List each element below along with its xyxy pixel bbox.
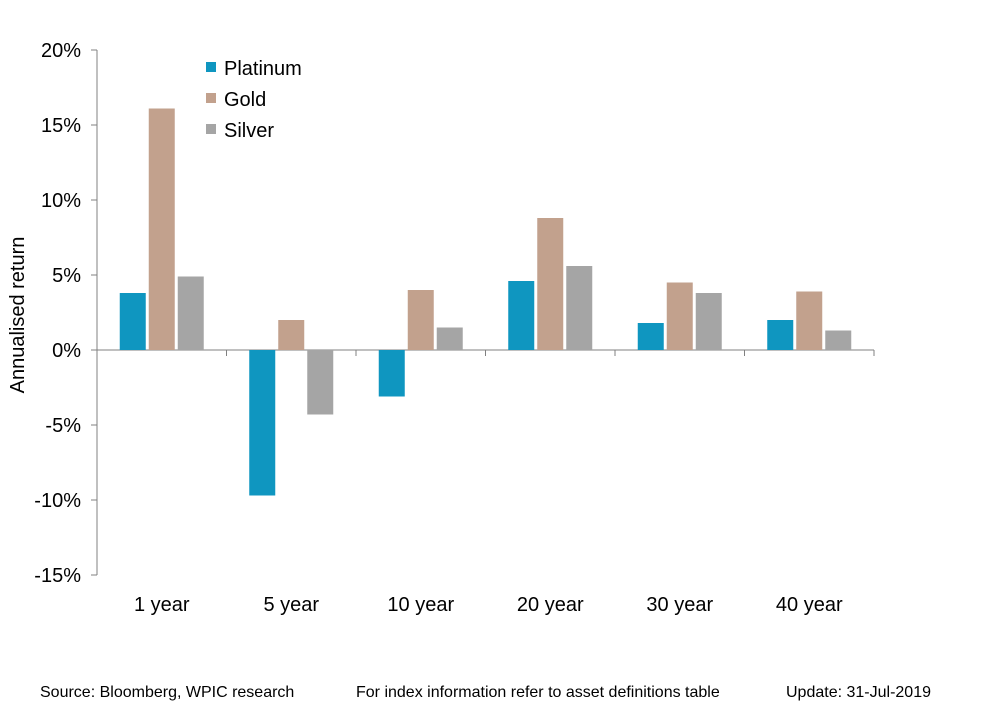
- bar-silver-30-year: [695, 293, 722, 350]
- bar-gold-40-year: [796, 291, 823, 350]
- y-tick-label: 15%: [41, 115, 81, 137]
- source-note: Source: Bloomberg, WPIC research: [40, 684, 295, 701]
- y-axis: 20% 15% 10% 5% 0% -5% -10% -15%: [34, 40, 98, 587]
- bar-gold-20-year: [537, 218, 564, 350]
- bar-gold-1-year: [148, 108, 175, 350]
- y-tick-label: 20%: [41, 40, 81, 62]
- bar-platinum-20-year: [508, 281, 535, 350]
- legend-swatch-silver: [206, 124, 216, 134]
- y-axis-title: Annualised return: [7, 237, 29, 394]
- x-tick-label: 10 year: [387, 594, 454, 616]
- legend-label-gold: Gold: [224, 89, 266, 111]
- legend-label-platinum: Platinum: [224, 58, 302, 80]
- y-tick-label: -15%: [34, 565, 81, 587]
- x-tick-label: 1 year: [134, 594, 190, 616]
- y-tick-label: -5%: [45, 415, 81, 437]
- bar-platinum-40-year: [767, 320, 794, 350]
- bar-silver-1-year: [177, 276, 204, 350]
- index-note: For index information refer to asset def…: [356, 684, 720, 701]
- y-tick-label: 10%: [41, 190, 81, 212]
- bar-silver-5-year: [307, 350, 334, 415]
- legend: Platinum Gold Silver: [206, 58, 302, 142]
- bar-silver-10-year: [436, 327, 463, 350]
- x-tick-label: 20 year: [517, 594, 584, 616]
- legend-swatch-platinum: [206, 62, 216, 72]
- legend-swatch-gold: [206, 93, 216, 103]
- bar-chart: Annualised return 20% 15% 10% 5% 0% -5% -10% -1…: [7, 40, 875, 616]
- bar-gold-30-year: [666, 282, 693, 350]
- x-tick-label: 40 year: [776, 594, 843, 616]
- y-tick-label: 5%: [52, 265, 81, 287]
- bar-platinum-10-year: [378, 350, 405, 397]
- y-tick-label: -10%: [34, 490, 81, 512]
- y-tick-label: 0%: [52, 340, 81, 362]
- x-tick-label: 30 year: [646, 594, 713, 616]
- bar-platinum-30-year: [637, 323, 664, 350]
- bars: [119, 108, 852, 496]
- bar-gold-5-year: [278, 320, 305, 350]
- x-tick-label: 5 year: [263, 594, 319, 616]
- bar-platinum-5-year: [249, 350, 276, 496]
- legend-label-silver: Silver: [224, 120, 274, 142]
- bar-gold-10-year: [407, 290, 434, 350]
- update-date: Update: 31-Jul-2019: [786, 684, 931, 701]
- bar-silver-20-year: [566, 266, 593, 350]
- bar-silver-40-year: [825, 330, 852, 350]
- bar-platinum-1-year: [119, 293, 146, 350]
- x-axis: 1 year 5 year 10 year 20 year 30 year 40 year: [96, 349, 875, 616]
